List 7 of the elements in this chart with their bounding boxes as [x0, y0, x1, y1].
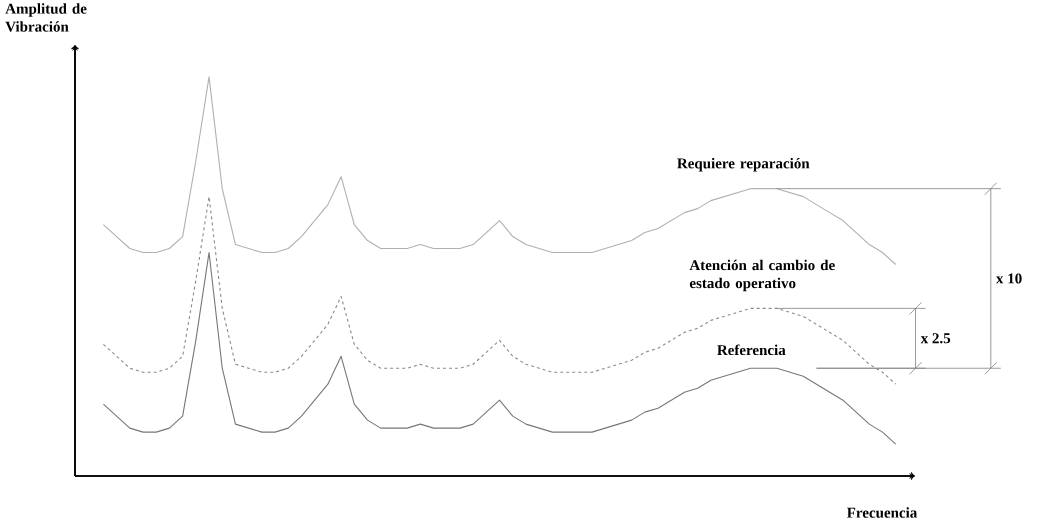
series-label: Referencia [717, 344, 786, 356]
y-axis-title: Amplitud de Vibración [5, 3, 87, 32]
text: x 10 [996, 273, 1022, 284]
series-label: Requiere reparación [677, 157, 810, 172]
text: Atención al cambio de estado operativo [689, 259, 835, 292]
text: x 2.5 [920, 333, 951, 344]
x-axis-title: Frecuencia [846, 507, 918, 518]
